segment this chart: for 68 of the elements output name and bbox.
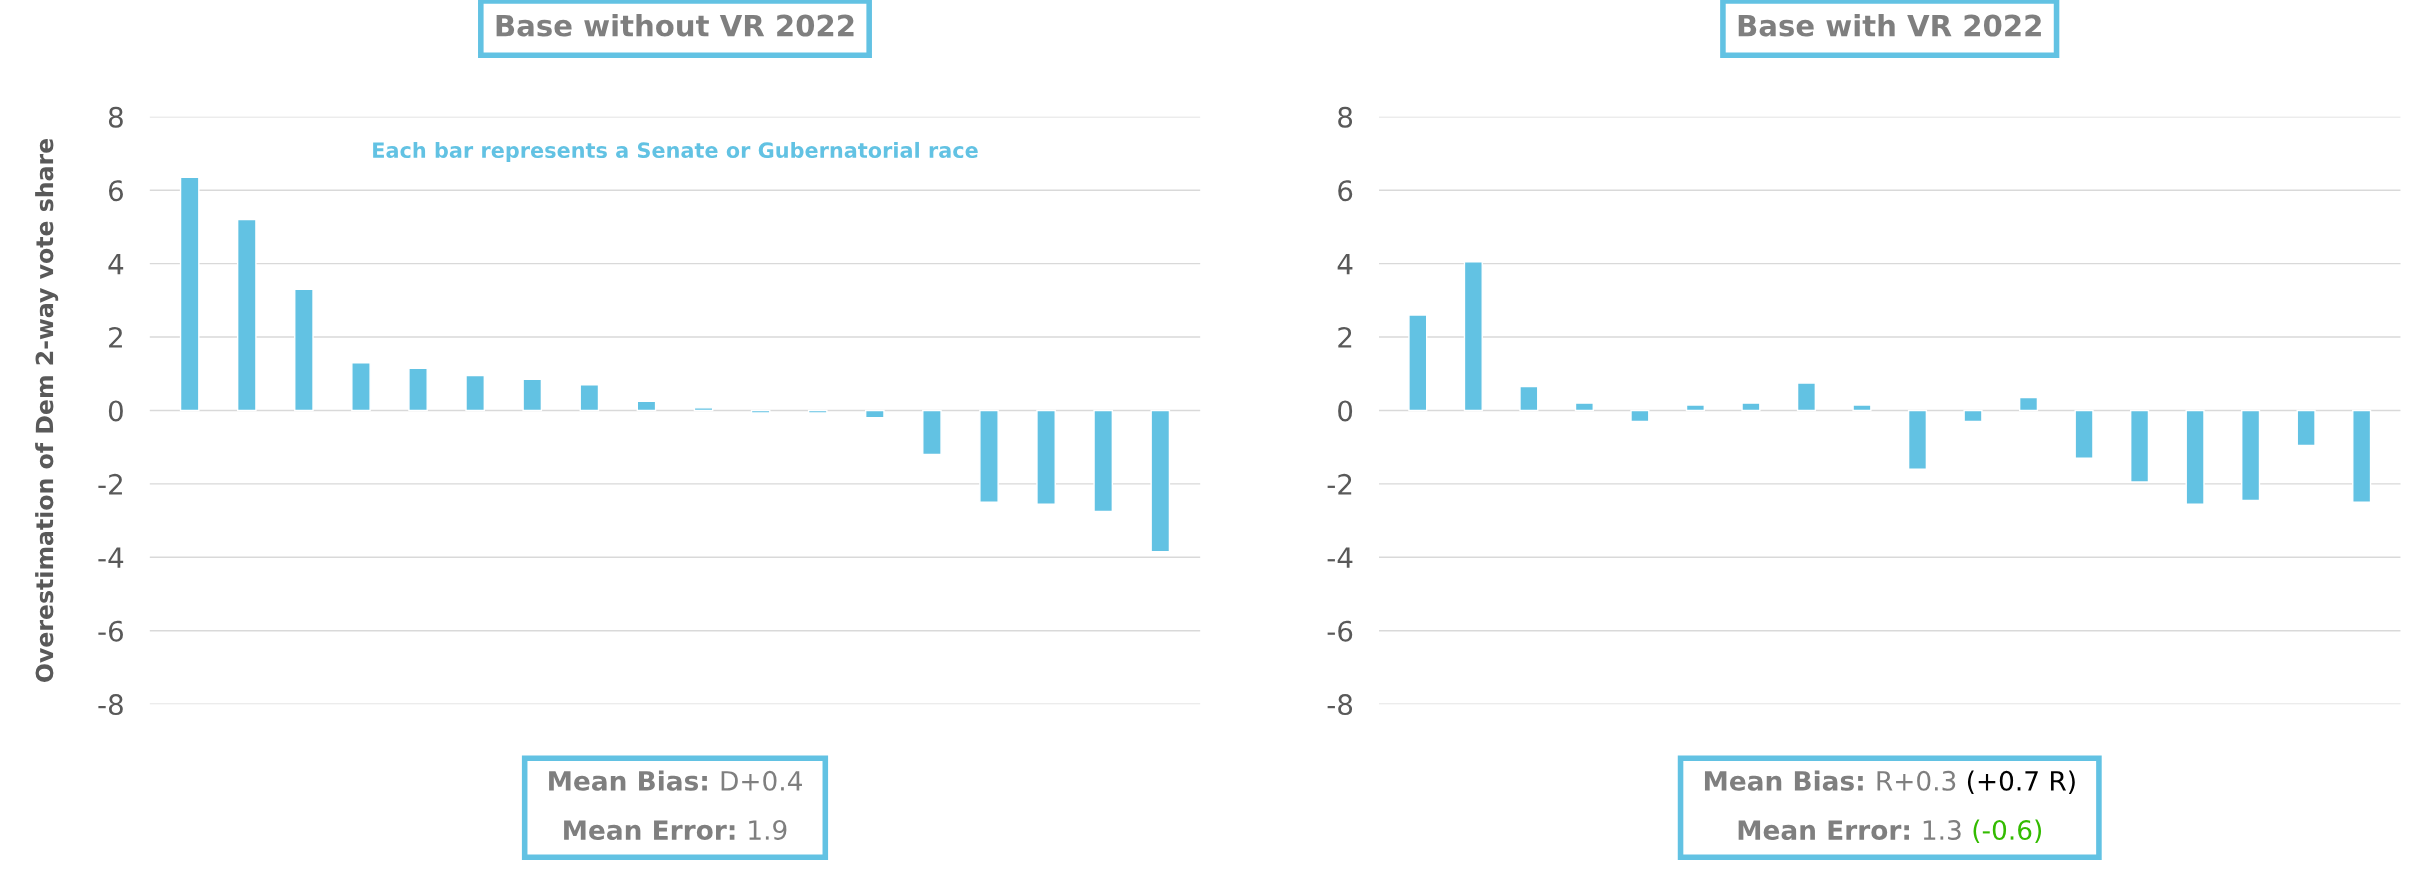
bar: [2129, 409, 2150, 483]
bar: [2296, 409, 2316, 447]
text: D+0.4: [721, 770, 802, 791]
y-tick-label: 4: [1337, 253, 1353, 275]
bar: [1630, 409, 1650, 423]
bar: [294, 288, 314, 412]
bar: [1093, 409, 1114, 513]
text: Mean Bias:: [549, 770, 707, 791]
bar: [693, 407, 714, 412]
y-tick-label: 2: [1338, 326, 1352, 348]
bar: [236, 218, 257, 412]
bar: [750, 409, 771, 414]
bar: [864, 409, 885, 419]
bar: [1574, 402, 1594, 412]
bar: [2185, 409, 2205, 505]
bar: [179, 176, 200, 412]
y-tick-label: 6: [109, 180, 123, 202]
annotation: Each bar represents a Senate or Gubernatorial race: [373, 141, 978, 163]
y-tick-label: -8: [1327, 694, 1353, 716]
text: R+0.3: [1877, 770, 1956, 791]
bar: [807, 409, 828, 414]
text: Mean Bias:: [1704, 770, 1863, 791]
bar: [1408, 314, 1428, 412]
bar: [1463, 261, 1483, 412]
y-tick-label: 8: [108, 106, 123, 128]
y-tick-label: -6: [98, 620, 123, 642]
bar: [1519, 385, 1539, 412]
bar: [522, 378, 543, 412]
y-tick-label: -4: [98, 547, 124, 568]
bar: [465, 374, 485, 412]
bar: [2241, 409, 2261, 502]
text: 1.3: [1923, 820, 1961, 840]
text: Mean Error:: [564, 820, 735, 840]
bar: [1907, 409, 1928, 470]
y-tick-label: -4: [1327, 547, 1353, 568]
y-tick-label: -6: [1327, 620, 1353, 642]
y-tick-label: -2: [98, 473, 122, 495]
bar: [922, 409, 942, 456]
y-tick-label: 0: [1338, 400, 1353, 422]
chart-title: Base with VR 2022: [1738, 13, 2041, 37]
text: Mean Error:: [1738, 820, 1909, 840]
y-tick-label: 2: [109, 326, 122, 348]
text: 1.9: [749, 820, 787, 840]
text: (-0.6): [1973, 819, 2042, 844]
bar: [1796, 382, 1817, 412]
bar: [1036, 409, 1056, 505]
bar: [636, 400, 657, 412]
text: (+0.7 R): [1967, 770, 2075, 794]
bar: [351, 362, 371, 412]
bar: [1852, 404, 1872, 412]
bar: [979, 409, 999, 503]
y-tick-label: -2: [1327, 473, 1352, 495]
bar: [2018, 396, 2039, 412]
y-tick-label: 8: [1338, 106, 1353, 128]
y-tick-label: 0: [108, 400, 123, 422]
bar: [1963, 409, 1983, 423]
y-axis-title: Overestimation of Dem 2-way vote share: [35, 138, 59, 682]
bar: [408, 367, 428, 412]
bar: [1150, 409, 1171, 553]
chart-title: Base without VR 2022: [496, 13, 854, 37]
y-tick-label: 4: [108, 253, 124, 275]
y-tick-label: 6: [1338, 180, 1353, 202]
bar: [1741, 402, 1761, 412]
bar: [2074, 409, 2094, 459]
y-tick-label: -8: [98, 694, 123, 716]
bar: [579, 384, 600, 412]
bar: [2352, 409, 2372, 503]
bar: [1685, 404, 1705, 412]
